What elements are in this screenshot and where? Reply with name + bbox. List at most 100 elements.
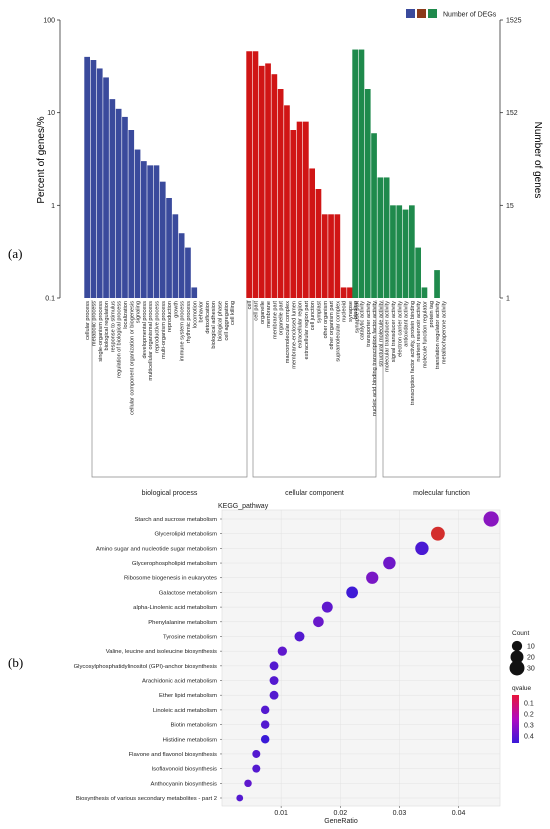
category-label: biological regulation <box>104 301 110 350</box>
category-label: cell <box>247 301 253 309</box>
left-tick-label: 10 <box>47 110 55 117</box>
x-tick-label: 0.01 <box>274 810 288 817</box>
category-label: structural molecule activity <box>378 301 384 367</box>
color-legend-label: 0.2 <box>524 712 534 719</box>
bar-2-11 <box>421 287 428 298</box>
color-legend-label: 0.4 <box>524 734 534 741</box>
pathway-dot <box>260 705 270 715</box>
bar-2-2 <box>364 89 371 298</box>
pathway-dot <box>260 720 270 729</box>
pathway-dot <box>483 511 499 527</box>
category-label: localization <box>123 301 129 329</box>
bar-1-8 <box>296 121 303 298</box>
pathway-dot <box>383 556 396 570</box>
pathway-label: Tyrosine metabolism <box>163 634 217 640</box>
pathway-dot <box>430 526 445 541</box>
bar-0-17 <box>191 287 198 298</box>
category-label: transporter activity <box>366 301 372 347</box>
size-legend-label: 30 <box>527 666 535 673</box>
group-bracket <box>91 300 248 478</box>
pathway-dot <box>269 676 279 685</box>
bar-1-7 <box>290 130 297 298</box>
bar-2-1 <box>358 49 365 298</box>
bar-1-6 <box>284 105 290 299</box>
right-axis-title: Number of genes <box>532 122 543 199</box>
bar-1-5 <box>277 89 284 298</box>
legend-swatch <box>406 9 415 18</box>
x-tick-label: 0.03 <box>393 810 407 817</box>
pathway-dot <box>277 646 287 656</box>
panel-label-a: (a) <box>8 246 22 261</box>
category-label: cellular component organization or bioge… <box>129 301 135 415</box>
bar-1-13 <box>328 214 334 298</box>
legend-swatch <box>417 9 426 18</box>
category-label: organelle <box>260 301 266 324</box>
category-label: symplast <box>316 301 322 324</box>
category-label: biological adhesion <box>211 301 217 349</box>
plot-background <box>221 509 501 807</box>
category-label: catalytic activity <box>359 301 365 340</box>
bar-0-14 <box>172 214 179 298</box>
category-label: cell aggregation <box>224 301 230 341</box>
group-label: cellular component <box>285 490 344 497</box>
category-label: molecular transducer activity <box>385 301 391 372</box>
category-label: developmental process <box>142 301 148 359</box>
bar-1-11 <box>315 189 322 298</box>
category-label: nucleoid <box>342 301 348 322</box>
pathway-dot <box>236 794 244 802</box>
category-label: cell killing <box>230 301 236 325</box>
bar-0-9 <box>141 161 147 298</box>
pathway-label: Ribosome biogenesis in eukaryotes <box>124 576 217 582</box>
category-label: extracellular region part <box>304 301 310 360</box>
bar-2-7 <box>396 205 403 298</box>
left-tick-label: 0.1 <box>45 296 55 303</box>
size-legend-dot <box>509 660 525 676</box>
size-legend-title: Count <box>512 630 530 637</box>
bar-1-15 <box>340 287 347 298</box>
bar-0-16 <box>185 247 191 298</box>
category-label: regulation of biological process <box>117 301 123 378</box>
category-label: behavior <box>199 301 205 323</box>
panel-label-b: (b) <box>8 655 23 670</box>
left-tick-label: 1 <box>51 203 55 210</box>
bar-0-10 <box>147 165 153 298</box>
group-label: biological process <box>142 490 198 497</box>
pathway-label: Glycerolipid metabolism <box>154 532 217 538</box>
right-tick-label: 1 <box>506 296 510 303</box>
bar-0-4 <box>109 99 116 299</box>
bar-2-10 <box>415 247 421 298</box>
size-legend-dot <box>510 650 524 664</box>
pathway-dot <box>346 586 359 599</box>
bar-1-4 <box>271 74 278 299</box>
bar-2-8 <box>402 209 409 298</box>
category-label: other organism <box>323 301 329 339</box>
pathway-label: Histidine metabolism <box>163 737 217 743</box>
category-label: macromolecular complex <box>285 301 291 363</box>
category-label: detoxification <box>205 301 211 334</box>
pathway-label: Flavone and flavonol biosynthesis <box>129 752 217 758</box>
chart-title: KEGG_pathway <box>218 503 269 510</box>
category-label: antioxidant activity <box>404 301 410 347</box>
legend-swatch <box>428 9 437 18</box>
bar-1-3 <box>265 63 271 298</box>
x-tick-label: 0.02 <box>333 810 347 817</box>
x-tick-label: 0.04 <box>452 810 466 817</box>
bar-0-1 <box>90 60 97 298</box>
bar-0-11 <box>153 165 160 298</box>
color-legend-label: 0.3 <box>524 723 534 730</box>
category-label: nutrient reservoir activity <box>416 301 422 362</box>
bar-1-12 <box>321 214 328 298</box>
category-label: growth <box>173 301 179 318</box>
category-label: biological phase <box>217 301 223 341</box>
pathway-label: Starch and sucrose metabolism <box>134 517 217 523</box>
bar-1-0 <box>246 51 252 299</box>
category-label: signaling <box>136 301 142 323</box>
pathway-label: Glycosylphosphatidylinositol (GPI)-ancho… <box>74 664 217 670</box>
go-bar-chart: (a) 100 10 1 0.1 Percent of genes/% 1525 152 15 1… <box>8 9 543 497</box>
category-label: cellular process <box>85 301 91 340</box>
pathway-dot <box>321 601 333 613</box>
category-label: metabolic process <box>91 301 97 346</box>
pathway-dot <box>294 631 305 642</box>
category-label: binding <box>353 301 359 319</box>
